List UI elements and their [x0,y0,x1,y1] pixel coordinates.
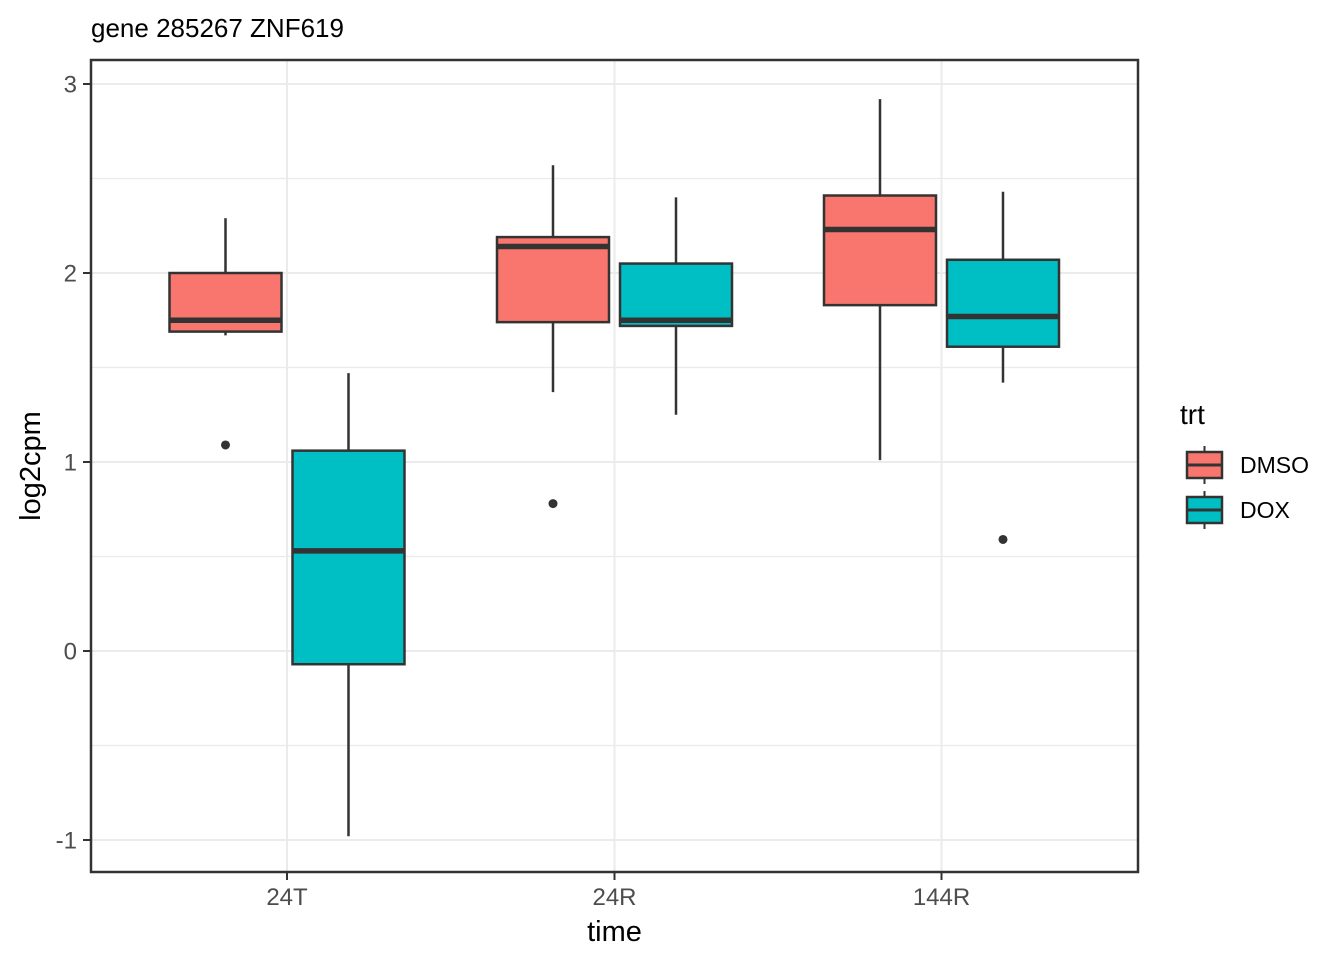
y-tick-label: 1 [64,450,77,477]
box-DOX-24T [291,373,406,837]
x-tick-label: 24R [592,884,636,911]
boxplot-series [168,99,1061,837]
box-DMSO-24T [168,218,283,450]
x-axis-title: time [587,916,642,948]
plot-title: gene 285267 ZNF619 [91,13,344,43]
iqr-box [618,262,734,328]
outlier-point [998,534,1008,544]
legend-keys: DMSO DOX [1185,446,1309,529]
legend-label: DOX [1240,497,1290,523]
y-tick-label: 0 [64,639,77,666]
box-DMSO-24R [495,165,611,509]
outlier-point [548,499,558,509]
iqr-box [495,235,611,324]
box-DOX-144R [945,191,1061,544]
box-DOX-24R [618,197,734,415]
legend-label: DMSO [1240,452,1309,478]
y-tick-label: 2 [64,261,77,288]
y-tick-label: 3 [64,72,77,99]
iqr-box [822,194,938,307]
x-axis-tick-labels: 24T 24R 144R [266,884,970,911]
box-DMSO-144R [822,99,938,461]
outlier-point [221,440,230,450]
y-tick-label: -1 [56,828,77,855]
axis-ticks [83,83,943,880]
iqr-box [291,449,406,666]
legend-title: trt [1180,399,1205,430]
y-axis-tick-labels: 3 2 1 0 -1 [56,72,77,855]
legend: trt DMSO DOX [1180,399,1309,529]
x-tick-label: 24T [266,884,308,911]
gridlines [91,60,1138,872]
legend-entry-DMSO: DMSO [1185,446,1309,484]
y-axis-title: log2cpm [15,411,47,521]
iqr-box [945,258,1061,348]
legend-entry-DOX: DOX [1185,491,1290,529]
x-tick-label: 144R [913,884,970,911]
